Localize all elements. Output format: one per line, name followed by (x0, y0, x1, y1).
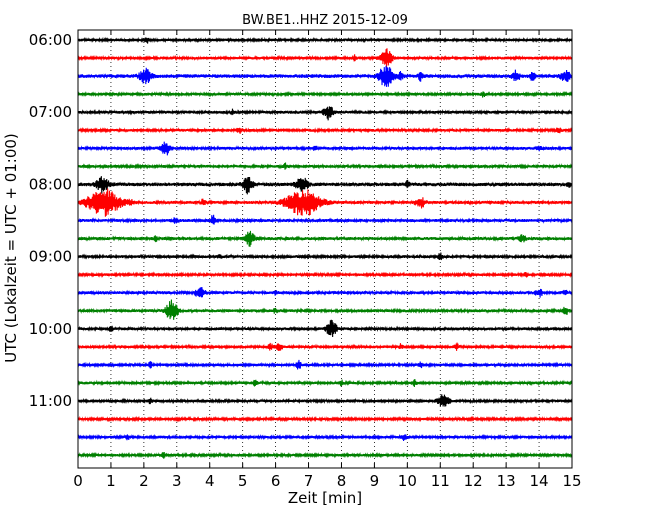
axes: 0 1 2 3 4 5 6 7 8 9 10 11 12 13 14 1506:0007:0008:0009:… (29, 30, 582, 490)
x-tick-label: 3 (172, 472, 182, 490)
trace-0930 (77, 287, 573, 298)
y-tick-label: 08:00 (29, 175, 72, 193)
plot-frame (77, 29, 573, 469)
x-tick-label: 8 (337, 472, 347, 490)
x-tick-label: 9 (370, 472, 380, 490)
y-axis-label: UTC (Lokalzeit = UTC + 01:00) (2, 133, 20, 363)
trace-1015 (77, 342, 573, 352)
x-tick-label: 2 (139, 472, 149, 490)
trace-0830 (77, 214, 573, 225)
trace-0645 (77, 90, 573, 98)
x-tick-label: 15 (562, 472, 581, 490)
trace-0900 (77, 252, 573, 261)
trace-0715 (77, 126, 573, 134)
y-tick-label: 11:00 (29, 392, 72, 410)
seismic-traces (77, 36, 573, 459)
trace-0815 (77, 188, 573, 217)
trace-1045 (77, 379, 573, 388)
x-tick-label: 10 (398, 472, 417, 490)
x-tick-label: 13 (497, 472, 516, 490)
x-tick-label: 1 (106, 472, 116, 490)
trace-1000 (77, 319, 573, 338)
trace-1115 (77, 415, 573, 423)
trace-0800 (77, 176, 573, 195)
trace-0700 (77, 106, 573, 121)
trace-0600 (77, 36, 573, 44)
x-tick-label: 6 (271, 472, 281, 490)
y-tick-label: 07:00 (29, 103, 72, 121)
trace-0745 (77, 162, 573, 170)
x-tick-label: 12 (464, 472, 483, 490)
trace-0915 (77, 271, 573, 279)
trace-0845 (77, 230, 573, 247)
x-tick-label: 11 (431, 472, 450, 490)
trace-1130 (77, 433, 573, 441)
x-tick-label: 4 (205, 472, 215, 490)
y-tick-label: 09:00 (29, 248, 72, 266)
x-tick-label: 0 (73, 472, 83, 490)
trace-1100 (77, 394, 573, 407)
x-tick-label: 14 (530, 472, 549, 490)
trace-0945 (77, 299, 573, 320)
chart-title: BW.BE1..HHZ 2015-12-09 (242, 13, 408, 28)
trace-0615 (77, 48, 573, 68)
trace-1030 (77, 359, 573, 370)
trace-0730 (77, 141, 573, 156)
x-tick-label: 7 (304, 472, 314, 490)
x-axis-label: Zeit [min] (288, 489, 362, 507)
trace-1145 (77, 451, 573, 459)
trace-0630 (77, 65, 573, 87)
y-tick-label: 06:00 (29, 31, 72, 49)
x-tick-label: 5 (238, 472, 248, 490)
y-tick-label: 10:00 (29, 320, 72, 338)
